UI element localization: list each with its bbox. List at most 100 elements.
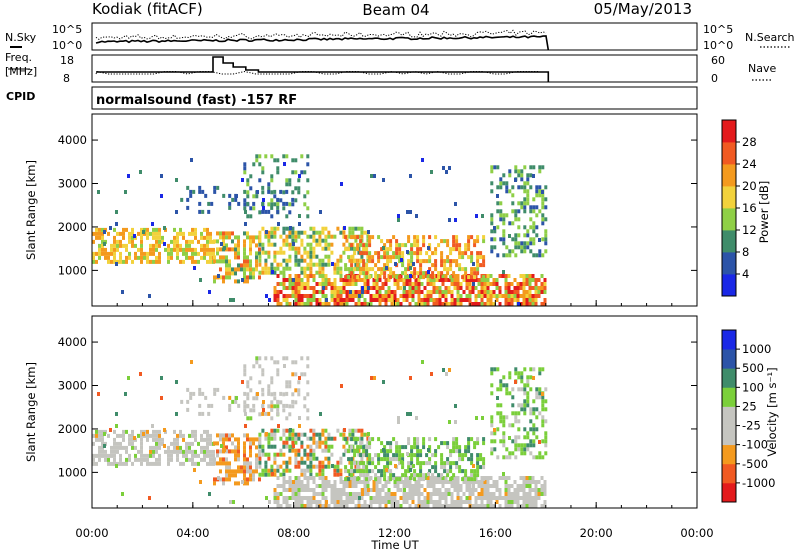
velocity-cell <box>315 472 319 477</box>
power-cell <box>149 231 152 236</box>
power-cell <box>276 282 280 286</box>
power-cell <box>146 259 149 264</box>
power-cell <box>384 290 388 294</box>
power-cell <box>188 255 191 260</box>
power-cell <box>411 274 415 278</box>
power-cell <box>309 242 313 247</box>
velocity-cell <box>288 468 292 473</box>
power-cell <box>306 262 310 267</box>
power-cell <box>523 225 527 230</box>
power-cell <box>513 298 517 302</box>
velocity-cell <box>306 436 310 441</box>
power-cell <box>291 230 295 235</box>
velocity-cell <box>411 488 415 492</box>
velocity-cell <box>300 468 304 473</box>
velocity-cell <box>422 437 426 442</box>
velocity-cell <box>246 457 249 462</box>
power-cell <box>514 169 518 174</box>
power-cell <box>403 286 406 290</box>
power-cell <box>276 294 280 298</box>
power-cell <box>534 282 538 286</box>
power-cell <box>356 243 360 248</box>
velocity-cell <box>210 403 214 408</box>
velocity-cell <box>517 375 521 380</box>
velocity-cell <box>541 407 545 412</box>
power-cell <box>101 251 104 256</box>
velocity-cell <box>213 441 216 446</box>
velocity-cell <box>435 488 439 492</box>
power-cell <box>516 282 520 286</box>
velocity-cell <box>255 453 258 458</box>
power-cell <box>387 274 391 278</box>
power-cell <box>297 186 301 191</box>
power-cell <box>312 254 316 259</box>
power-cell <box>279 246 283 251</box>
velocity-cell <box>544 439 548 444</box>
power-cell <box>143 227 146 232</box>
velocity-cell <box>476 457 480 462</box>
power-cell <box>309 234 313 239</box>
velocity-cell <box>104 457 107 462</box>
velocity-cell <box>327 460 331 465</box>
velocity-cell <box>152 461 155 466</box>
velocity-cell <box>170 457 173 462</box>
velocity-cell <box>419 449 423 454</box>
power-cell <box>507 290 511 294</box>
power-cell <box>507 274 511 278</box>
velocity-cell <box>294 504 298 508</box>
power-cell <box>470 267 474 272</box>
power-cell <box>375 290 379 294</box>
power-cell <box>288 202 292 207</box>
power-cell <box>222 239 225 244</box>
power-cell <box>458 267 462 272</box>
velocity-cell <box>499 419 503 424</box>
power-cell <box>137 255 140 260</box>
velocity-cell <box>468 500 472 504</box>
power-cell <box>324 242 328 247</box>
power-cell <box>216 231 219 236</box>
colorbar-segment <box>722 186 736 209</box>
velocity-cell <box>92 441 95 446</box>
velocity-cell <box>155 433 158 438</box>
velocity-cell <box>537 488 541 492</box>
velocity-cell <box>98 449 101 454</box>
power-cell <box>405 278 409 282</box>
power-cell <box>339 286 343 290</box>
velocity-cell <box>258 436 262 441</box>
power-cell <box>315 298 319 302</box>
velocity-cell <box>413 473 417 478</box>
velocity-cell <box>267 468 271 473</box>
velocity-cell <box>101 445 104 450</box>
power-cell <box>237 235 240 240</box>
power-cell <box>344 275 348 280</box>
velocity-cell <box>366 480 370 484</box>
velocity-cell <box>440 473 444 478</box>
velocity-cell <box>363 504 367 508</box>
power-cell <box>412 262 415 266</box>
velocity-cell <box>146 433 149 438</box>
velocity-cell <box>438 500 442 504</box>
velocity-cell <box>300 444 304 449</box>
power-cell <box>378 274 382 278</box>
velocity-cell <box>282 408 286 413</box>
power-cell <box>381 286 385 290</box>
power-cell <box>526 181 530 186</box>
power-cell <box>297 286 301 290</box>
power-cell <box>461 255 465 260</box>
velocity-cell <box>291 436 295 441</box>
velocity-cell <box>146 461 149 466</box>
velocity-cell <box>306 380 310 385</box>
colorbar-frame <box>721 329 737 503</box>
velocity-cell <box>449 469 453 474</box>
power-cell <box>152 259 155 264</box>
power-cell <box>185 243 188 248</box>
velocity-cell <box>438 496 442 500</box>
velocity-cell <box>276 496 280 500</box>
velocity-cell <box>237 445 240 450</box>
velocity-cell <box>200 437 203 442</box>
power-cell <box>386 263 390 268</box>
velocity-cell <box>377 461 381 466</box>
velocity-cell <box>401 473 405 478</box>
velocity-cell <box>357 460 361 465</box>
power-cell <box>396 298 400 302</box>
